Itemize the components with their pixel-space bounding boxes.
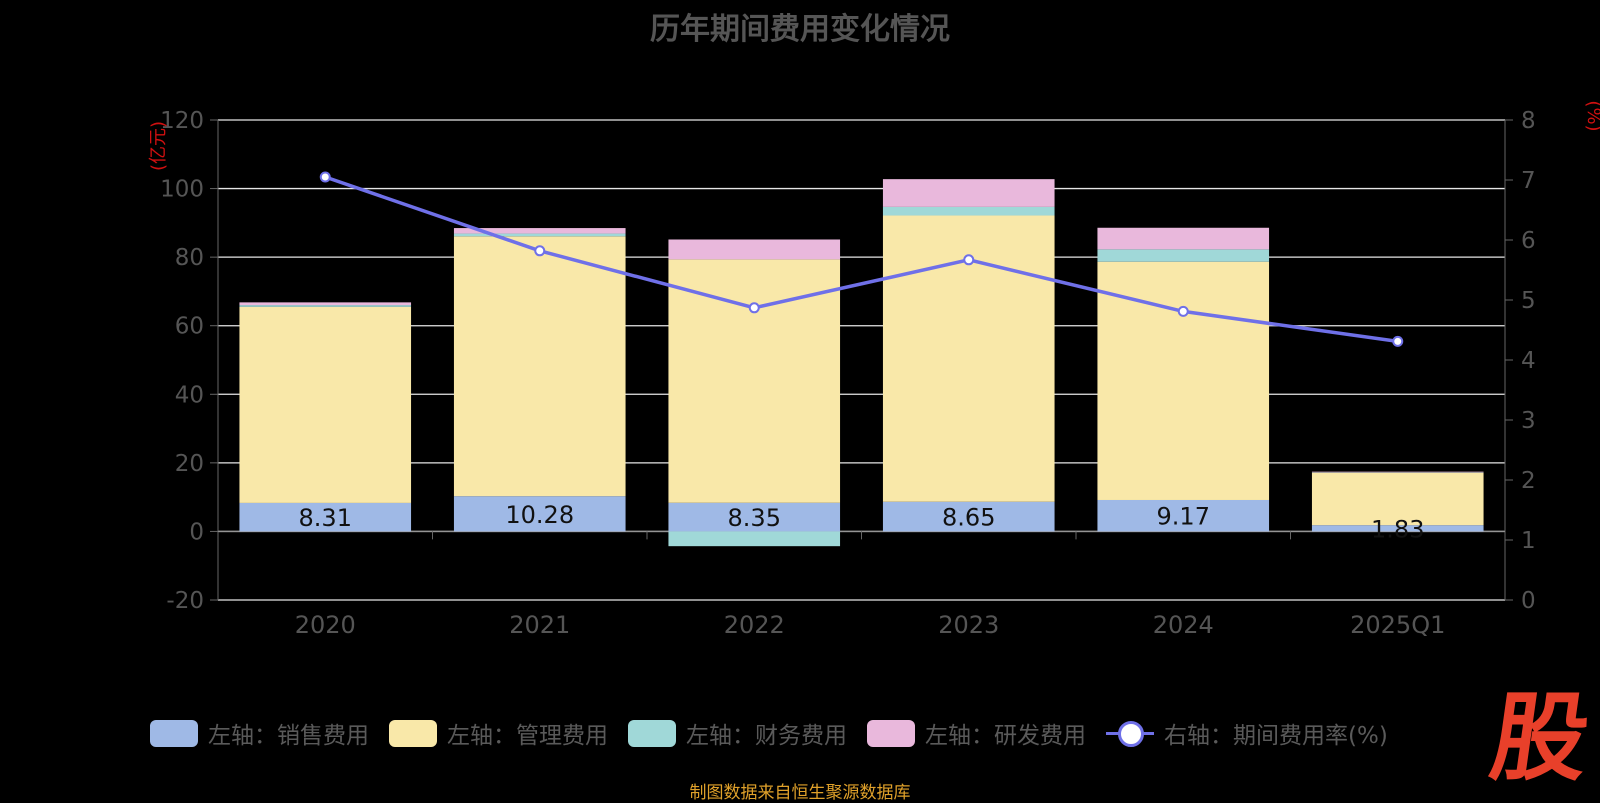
right-tick-label: 0 bbox=[1521, 588, 1536, 614]
right-tick-label: 4 bbox=[1521, 348, 1536, 374]
data-label-sales: 8.65 bbox=[942, 504, 995, 532]
legend-label-rate: 右轴：期间费用率(%) bbox=[1164, 716, 1388, 750]
left-tick-label: -20 bbox=[166, 588, 204, 614]
bar-finance-2020 bbox=[239, 305, 411, 307]
right-axis-unit: (%) bbox=[1583, 100, 1600, 131]
bar-finance-2023 bbox=[883, 207, 1055, 216]
right-tick-label: 5 bbox=[1521, 288, 1536, 314]
data-label-sales: 8.35 bbox=[728, 504, 781, 532]
bar-rnd-2024 bbox=[1097, 228, 1269, 250]
data-label-sales: 10.28 bbox=[505, 501, 574, 529]
legend-label-rnd: 左轴：研发费用 bbox=[925, 716, 1086, 750]
right-tick-label: 1 bbox=[1521, 528, 1536, 554]
legend-swatch-admin bbox=[389, 720, 437, 747]
line-point-2022 bbox=[750, 303, 759, 312]
line-point-2024 bbox=[1179, 307, 1188, 316]
right-tick-label: 8 bbox=[1521, 108, 1536, 134]
left-tick-label: 0 bbox=[189, 519, 204, 545]
bar-finance-2021 bbox=[454, 234, 626, 237]
legend-swatch-finance bbox=[628, 720, 676, 747]
left-tick-label: 40 bbox=[175, 382, 204, 408]
bar-finance-2024 bbox=[1097, 249, 1269, 261]
x-tick-label: 2024 bbox=[1153, 611, 1214, 639]
bar-rnd-2022 bbox=[668, 239, 840, 259]
legend-label-finance: 左轴：财务费用 bbox=[686, 716, 847, 750]
right-tick-label: 7 bbox=[1521, 168, 1536, 194]
left-tick-label: 100 bbox=[160, 177, 204, 203]
left-tick-label: 60 bbox=[175, 314, 204, 340]
legend-line-icon bbox=[1106, 720, 1154, 747]
legend-item-admin[interactable]: 左轴：管理费用 bbox=[389, 716, 608, 750]
left-tick-label: 20 bbox=[175, 451, 204, 477]
x-tick-label: 2022 bbox=[724, 611, 785, 639]
line-point-2025Q1 bbox=[1393, 337, 1402, 346]
x-tick-label: 2023 bbox=[938, 611, 999, 639]
legend-item-finance[interactable]: 左轴：财务费用 bbox=[628, 716, 847, 750]
data-label-sales: 1.83 bbox=[1371, 515, 1424, 543]
x-tick-label: 2021 bbox=[509, 611, 570, 639]
right-tick-label: 6 bbox=[1521, 228, 1536, 254]
legend-swatch-sales bbox=[150, 720, 198, 747]
right-tick-label: 3 bbox=[1521, 408, 1536, 434]
source-note: 制图数据来自恒生聚源数据库 bbox=[0, 778, 1600, 803]
bar-admin-2020 bbox=[239, 307, 411, 503]
brand-logo: 股 bbox=[1485, 690, 1594, 786]
legend-item-rate[interactable]: 右轴：期间费用率(%) bbox=[1106, 716, 1388, 750]
legend-item-rnd[interactable]: 左轴：研发费用 bbox=[867, 716, 1086, 750]
data-label-sales: 8.31 bbox=[299, 504, 352, 532]
data-label-sales: 9.17 bbox=[1157, 503, 1210, 531]
x-tick-label: 2020 bbox=[295, 611, 356, 639]
legend-label-admin: 左轴：管理费用 bbox=[447, 716, 608, 750]
bar-rnd-2020 bbox=[239, 302, 411, 305]
line-point-2021 bbox=[535, 246, 544, 255]
legend: 左轴：销售费用 左轴：管理费用 左轴：财务费用 左轴：研发费用 右轴：期间费用率… bbox=[150, 716, 1408, 750]
bar-finance-2022 bbox=[668, 531, 840, 546]
left-axis-unit: (亿元) bbox=[148, 121, 169, 171]
x-tick-label: 2025Q1 bbox=[1350, 611, 1445, 639]
left-tick-label: 80 bbox=[175, 245, 204, 271]
line-point-2020 bbox=[321, 173, 330, 182]
line-point-2023 bbox=[964, 255, 973, 264]
legend-label-sales: 左轴：销售费用 bbox=[208, 716, 369, 750]
legend-item-sales[interactable]: 左轴：销售费用 bbox=[150, 716, 369, 750]
right-tick-label: 2 bbox=[1521, 468, 1536, 494]
bar-rnd-2023 bbox=[883, 179, 1055, 207]
legend-swatch-rnd bbox=[867, 720, 915, 747]
bar-rnd-2025Q1 bbox=[1312, 472, 1484, 473]
bar-admin-2021 bbox=[454, 236, 626, 496]
